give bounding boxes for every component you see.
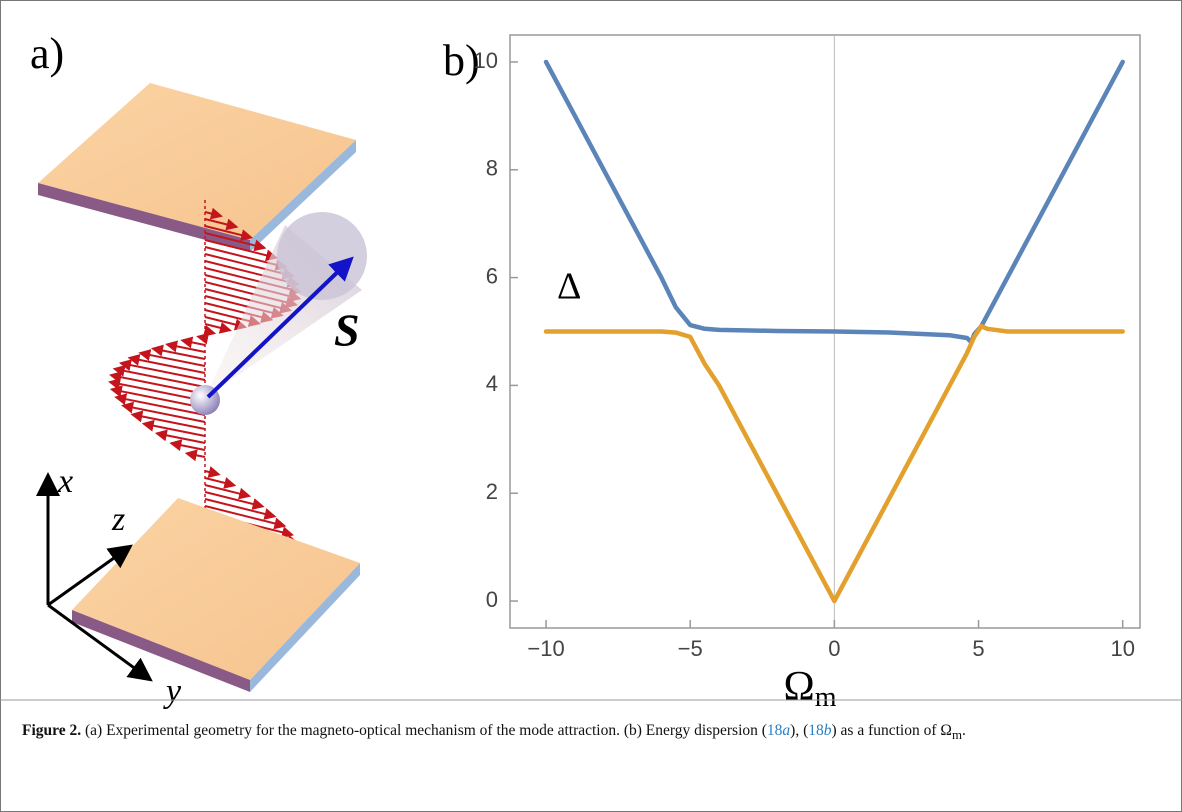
x-tick-label: −10 <box>527 636 564 661</box>
field-arrow <box>204 498 277 520</box>
caption-symbol: Ω <box>940 722 952 739</box>
field-arrow <box>204 218 239 231</box>
field-arrow <box>204 232 267 252</box>
x-tick-label: −5 <box>678 636 703 661</box>
ref-letter: a <box>782 722 791 739</box>
equation-ref[interactable]: 18b <box>808 722 831 739</box>
panel-label: b) <box>443 36 480 85</box>
field-arrow <box>154 429 206 444</box>
annotation: Δ <box>557 266 581 308</box>
field-arrow <box>204 484 252 500</box>
x-tick-label: 10 <box>1110 636 1134 661</box>
x-axis-label: Ωm <box>784 664 837 714</box>
field-arrow <box>109 385 206 409</box>
x-label-subscript: m <box>815 682 837 713</box>
y-tick-label: 8 <box>486 156 498 181</box>
field-arrow <box>204 321 232 334</box>
bottom-plate <box>72 498 360 692</box>
caption-text: ), ( <box>790 722 809 739</box>
plot-frame <box>509 34 1141 629</box>
field-arrow <box>184 449 206 462</box>
field-arrow <box>121 401 206 423</box>
field-arrow <box>112 365 206 388</box>
field-arrow <box>109 371 206 395</box>
field-arrow <box>180 336 206 349</box>
axis-label: y <box>163 673 182 710</box>
spin-cone <box>190 212 367 415</box>
field-arrow <box>108 378 206 402</box>
field-arrow <box>196 332 210 345</box>
field-arrow <box>118 359 206 381</box>
y-tick-label: 0 <box>486 587 498 612</box>
field-arrow <box>204 477 237 489</box>
caption-text: ) as a function of <box>831 722 941 739</box>
caption: Figure 2. (a) Experimental geometry for … <box>22 720 1162 746</box>
caption-text: . <box>961 722 966 739</box>
caption-label: Figure 2. <box>22 722 82 739</box>
axis-label: z <box>111 501 125 538</box>
data-line <box>543 323 1125 604</box>
equation-ref[interactable]: 18a <box>767 722 790 739</box>
y-tick-label: 2 <box>486 479 498 504</box>
top-plate <box>38 83 356 252</box>
ref-letter: b <box>823 722 832 739</box>
field-arrow <box>130 410 206 430</box>
field-arrow <box>114 393 206 416</box>
y-tick-label: 4 <box>486 371 498 396</box>
field-arrow <box>203 325 217 337</box>
field-arrow <box>204 505 287 530</box>
x-tick-label: 5 <box>972 636 984 661</box>
ref-number: 18 <box>766 722 783 739</box>
field-arrow <box>138 349 206 367</box>
field-arrow <box>150 344 206 360</box>
field-arrow <box>141 419 206 437</box>
y-tick-label: 6 <box>486 263 498 288</box>
caption-text: (a) Experimental geometry for the magnet… <box>81 722 767 739</box>
field-arrow <box>204 239 279 262</box>
field-arrow <box>204 207 223 220</box>
axis-label: x <box>57 463 73 500</box>
ref-number: 18 <box>808 722 824 739</box>
x-label-symbol: Ω <box>784 664 815 710</box>
caption-subscript: m <box>951 727 962 743</box>
field-arrow <box>127 353 206 374</box>
panel-label: a) <box>30 29 64 78</box>
field-arrow <box>204 491 265 510</box>
field-arrow <box>204 466 221 478</box>
field-arrow <box>204 225 254 241</box>
data-line <box>543 59 1125 345</box>
field-arrow <box>165 340 206 353</box>
field-arrow <box>169 439 206 452</box>
x-tick-label: 0 <box>828 636 840 661</box>
spin-label: S <box>334 305 360 356</box>
y-tick-label: 10 <box>474 48 498 73</box>
coordinate-axes <box>36 472 153 682</box>
